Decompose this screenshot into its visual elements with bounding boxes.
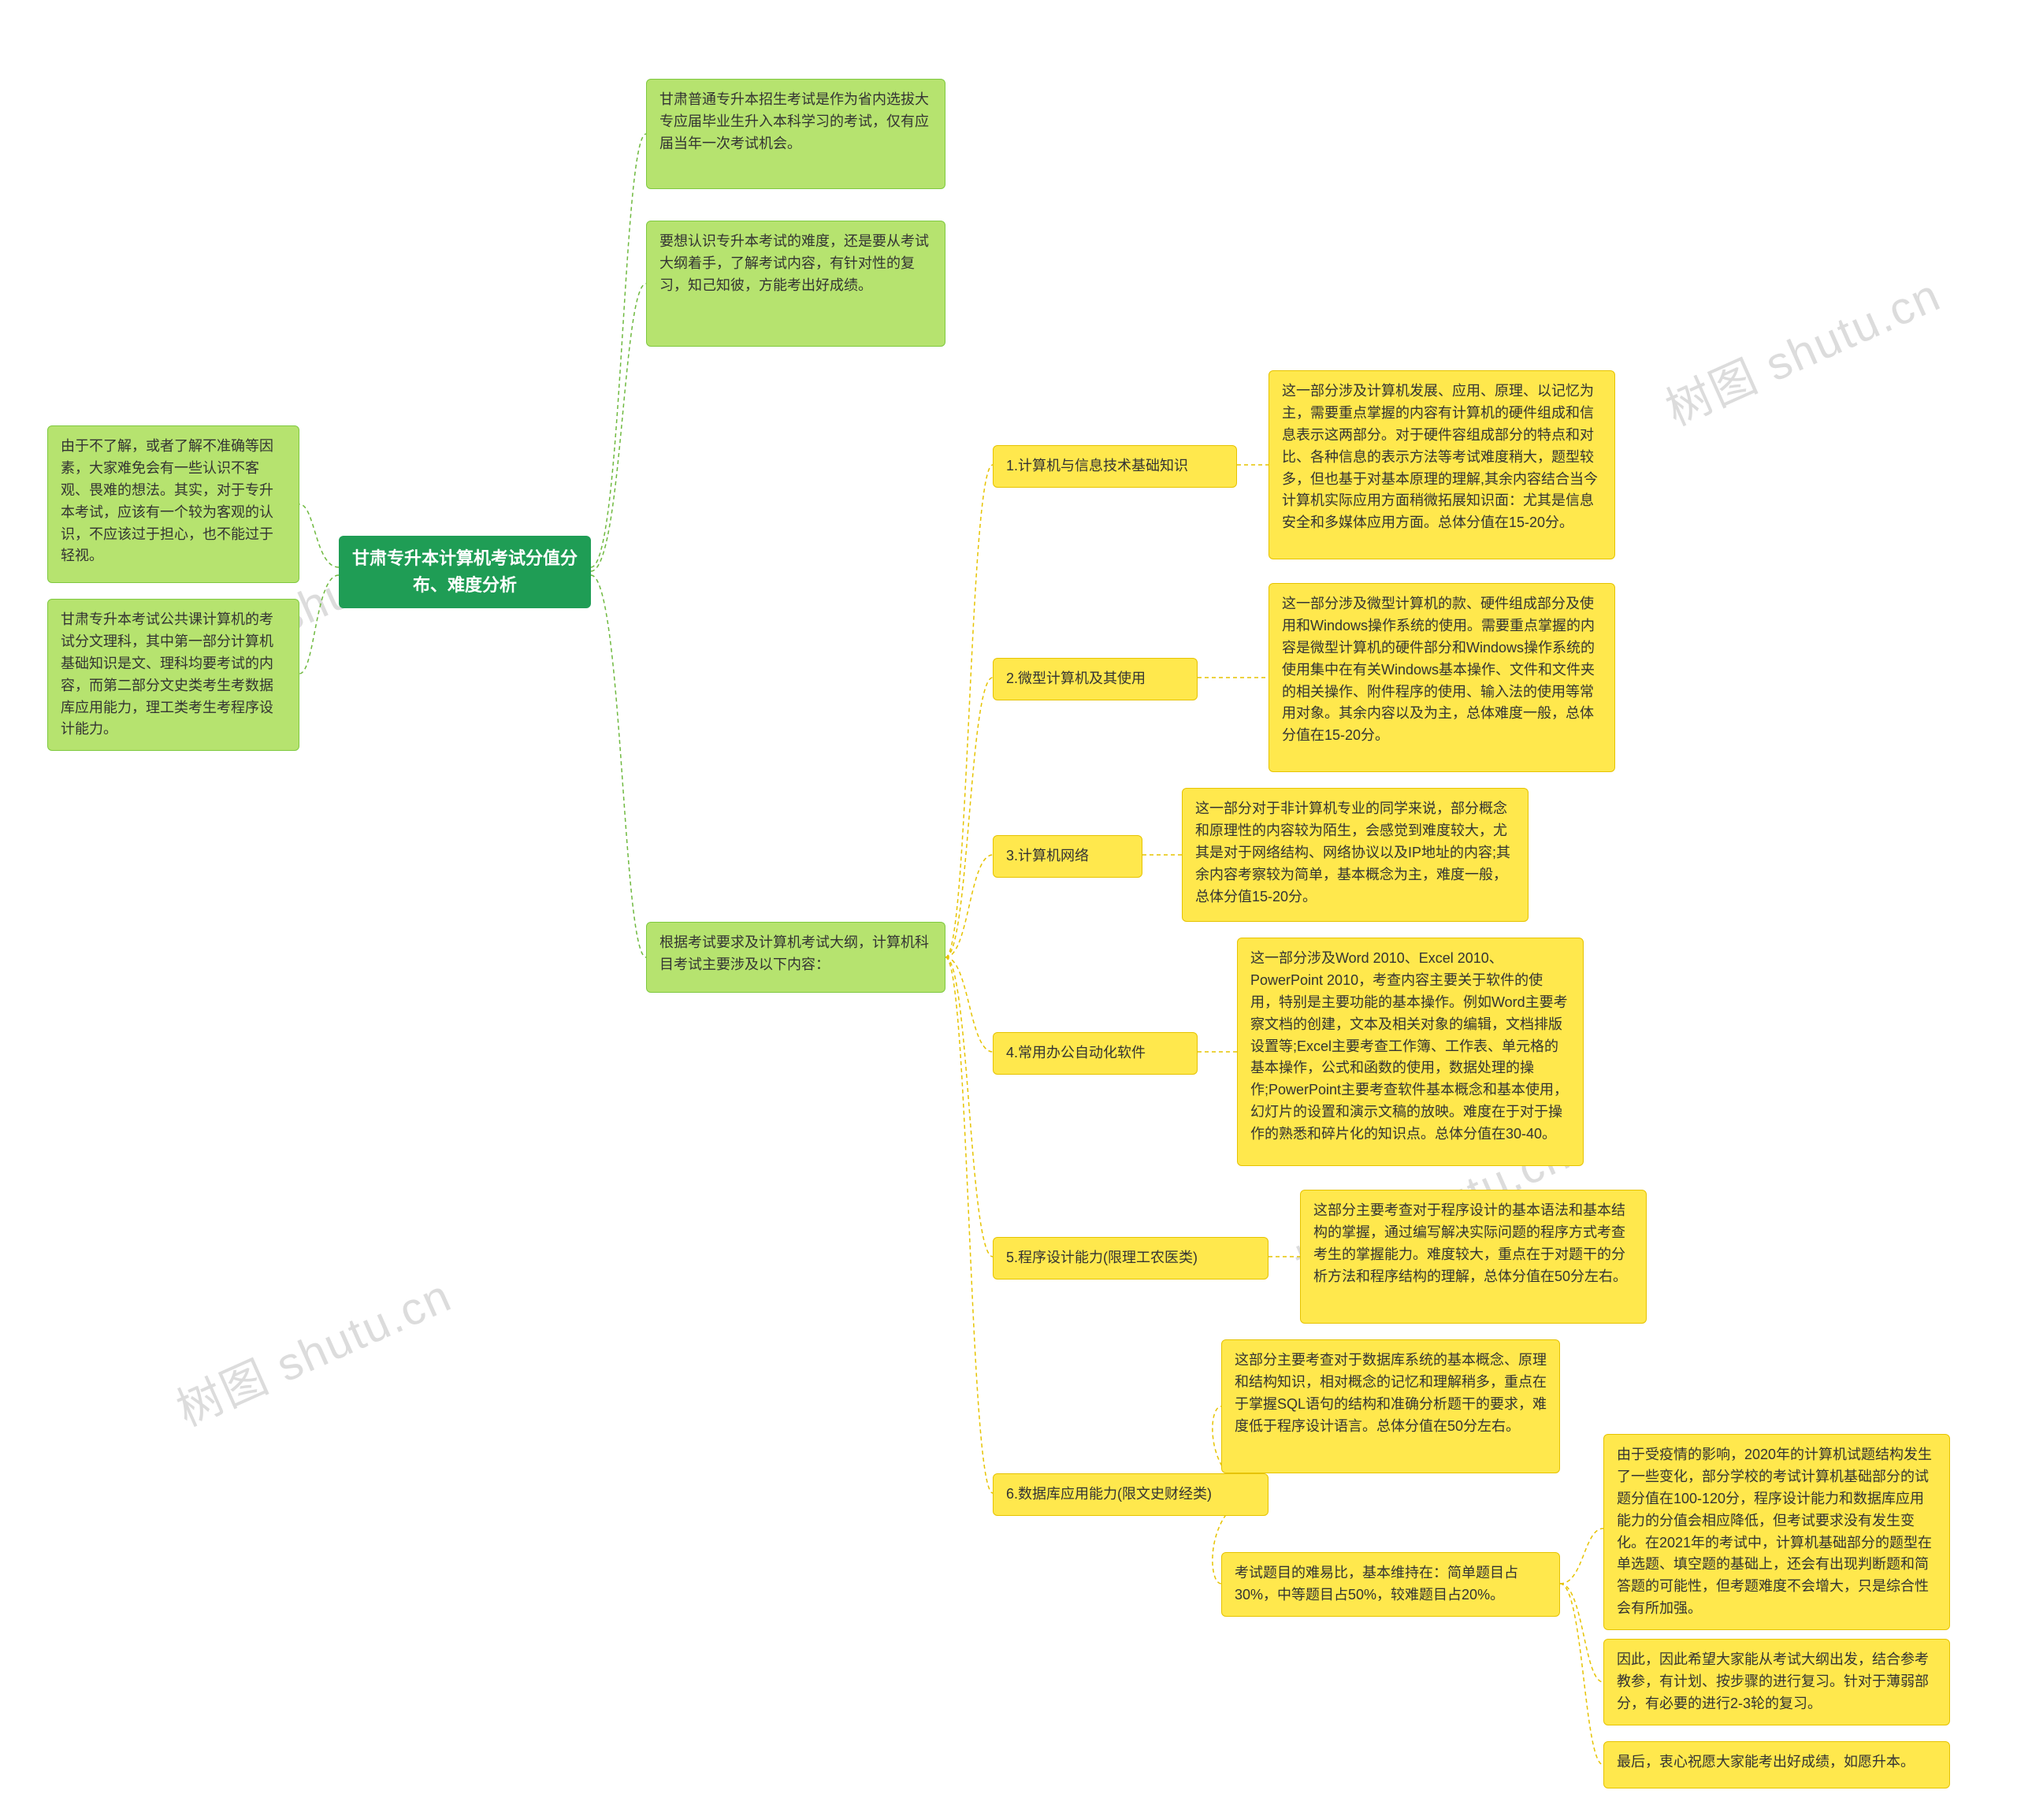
green-note-1: 甘肃普通专升本招生考试是作为省内选拔大专应届毕业生升入本科学习的考试，仅有应届当… [646,79,945,189]
section-1-desc: 这一部分涉及计算机发展、应用、原理、以记忆为主，需要重点掌握的内容有计算机的硬件… [1269,370,1615,559]
section-4-desc: 这一部分涉及Word 2010、Excel 2010、PowerPoint 20… [1237,938,1584,1166]
watermark: 树图 shutu.cn [165,1259,460,1439]
section-5-desc: 这部分主要考查对于程序设计的基本语法和基本结构的掌握，通过编写解决实际问题的程序… [1300,1190,1647,1324]
watermark: 树图 shutu.cn [1654,258,1949,439]
section-6-label[interactable]: 6.数据库应用能力(限文史财经类) [993,1473,1269,1516]
detail-3: 最后，衷心祝愿大家能考出好成绩，如愿升本。 [1603,1741,1950,1788]
difficulty-ratio: 考试题目的难易比，基本维持在：简单题目占30%，中等题目占50%，较难题目占20… [1221,1552,1560,1617]
detail-2: 因此，因此希望大家能从考试大纲出发，结合参考教参，有计划、按步骤的进行复习。针对… [1603,1639,1950,1725]
section-3-label[interactable]: 3.计算机网络 [993,835,1142,878]
section-6-desc: 这部分主要考查对于数据库系统的基本概念、原理和结构知识，相对概念的记忆和理解稍多… [1221,1339,1560,1473]
section-4-label[interactable]: 4.常用办公自动化软件 [993,1032,1198,1075]
section-5-label[interactable]: 5.程序设计能力(限理工农医类) [993,1237,1269,1280]
section-3-desc: 这一部分对于非计算机专业的同学来说，部分概念和原理性的内容较为陌生，会感觉到难度… [1182,788,1529,922]
left-note-2: 甘肃专升本考试公共课计算机的考试分文理科，其中第一部分计算机基础知识是文、理科均… [47,599,299,751]
section-2-desc: 这一部分涉及微型计算机的款、硬件组成部分及使用和Windows操作系统的使用。需… [1269,583,1615,772]
detail-1: 由于受疫情的影响，2020年的计算机试题结构发生了一些变化，部分学校的考试计算机… [1603,1434,1950,1630]
section-1-label[interactable]: 1.计算机与信息技术基础知识 [993,445,1237,488]
green-note-3: 根据考试要求及计算机考试大纲，计算机科目考试主要涉及以下内容： [646,922,945,993]
root-node[interactable]: 甘肃专升本计算机考试分值分布、难度分析 [339,536,591,608]
green-note-2: 要想认识专升本考试的难度，还是要从考试大纲着手，了解考试内容，有针对性的复习，知… [646,221,945,347]
section-2-label[interactable]: 2.微型计算机及其使用 [993,658,1198,700]
left-note-1: 由于不了解，或者了解不准确等因素，大家难免会有一些认识不客观、畏难的想法。其实，… [47,425,299,583]
